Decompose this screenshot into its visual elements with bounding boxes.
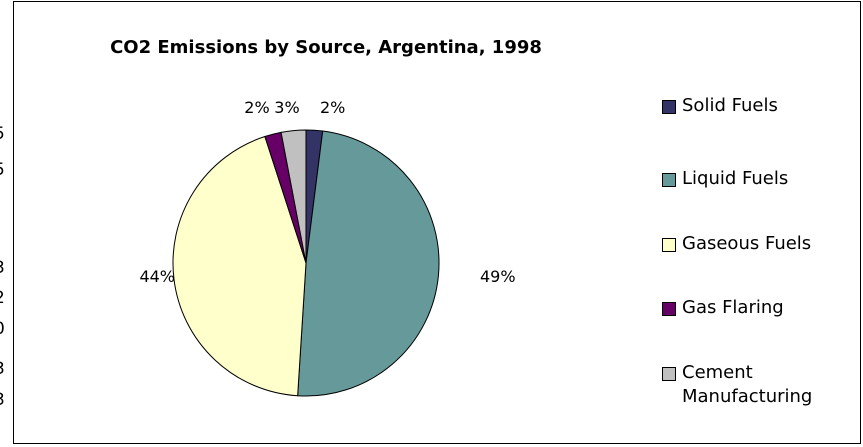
cropped-margin-text: 5 5 3 2 0 3 3 [0,0,12,447]
legend-swatch [662,173,676,187]
cropped-margin-digit: 3 [0,260,5,277]
cropped-margin-digit: 5 [0,162,5,179]
data-label: 49% [480,267,516,286]
cropped-margin-digit: 2 [0,290,5,307]
data-label: 44% [139,267,175,286]
data-label: 3% [274,98,299,117]
cropped-margin-digit: 3 [0,361,5,378]
pie-slice [172,135,307,397]
cropped-margin-digit: 0 [0,321,5,338]
pie-slice [297,130,440,397]
data-label: 2% [244,98,269,117]
legend-label: Liquid Fuels [682,168,789,189]
pie-slice [280,129,307,264]
legend-swatch [662,100,676,114]
legend-label: Gas Flaring [682,297,784,318]
legend-swatch [662,238,676,252]
legend-swatch [662,302,676,316]
legend-label: Cement Manufacturing [682,362,813,407]
chart-title: CO2 Emissions by Source, Argentina, 1998 [110,37,542,58]
cropped-margin-digit: 5 [0,126,5,143]
pie-chart: 2% 49% 44% 2% 3% [139,98,516,397]
legend-swatch [662,367,676,381]
legend-label: Solid Fuels [682,95,778,116]
legend-label: Gaseous Fuels [682,233,812,254]
chart-area: CO2 Emissions by Source, Argentina, 1998… [13,1,861,444]
cropped-margin-digit: 3 [0,392,5,409]
data-label: 2% [320,98,345,117]
